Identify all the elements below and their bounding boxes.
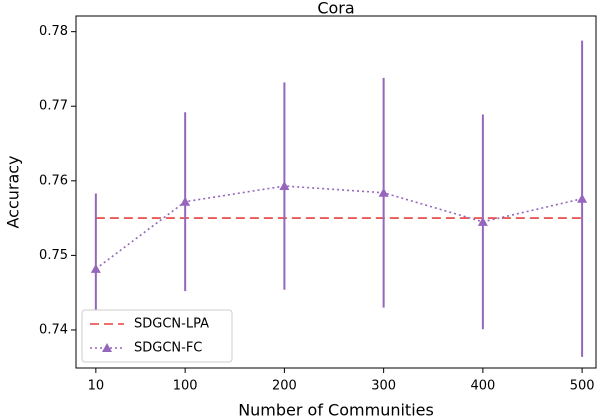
marker xyxy=(378,187,389,197)
x-tick-label: 500 xyxy=(570,379,595,394)
series-line xyxy=(95,185,583,270)
x-tick-label: 400 xyxy=(470,379,495,394)
x-tick-label: 10 xyxy=(88,379,105,394)
y-axis-label: Accuracy xyxy=(4,155,23,228)
chart-title: Cora xyxy=(317,0,354,18)
y-tick-label: 0.78 xyxy=(39,24,68,39)
y-tick-label: 0.77 xyxy=(39,99,68,114)
x-tick-label: 300 xyxy=(371,379,396,394)
marker xyxy=(279,181,290,191)
legend-box xyxy=(81,309,233,363)
marker xyxy=(477,216,488,226)
legend-marker xyxy=(102,343,112,352)
y-tick-label: 0.76 xyxy=(39,173,68,188)
y-tick-label: 0.75 xyxy=(39,248,68,263)
y-tick-label: 0.74 xyxy=(39,322,68,337)
plot-frame xyxy=(75,15,597,369)
marker xyxy=(90,263,101,273)
legend-label: SDGCN-LPA xyxy=(134,317,209,332)
marker xyxy=(180,196,191,206)
marker xyxy=(577,193,588,203)
legend-label: SDGCN-FC xyxy=(134,341,202,356)
x-axis-label: Number of Communities xyxy=(238,401,434,420)
x-tick-label: 200 xyxy=(272,379,297,394)
x-tick-label: 100 xyxy=(173,379,198,394)
